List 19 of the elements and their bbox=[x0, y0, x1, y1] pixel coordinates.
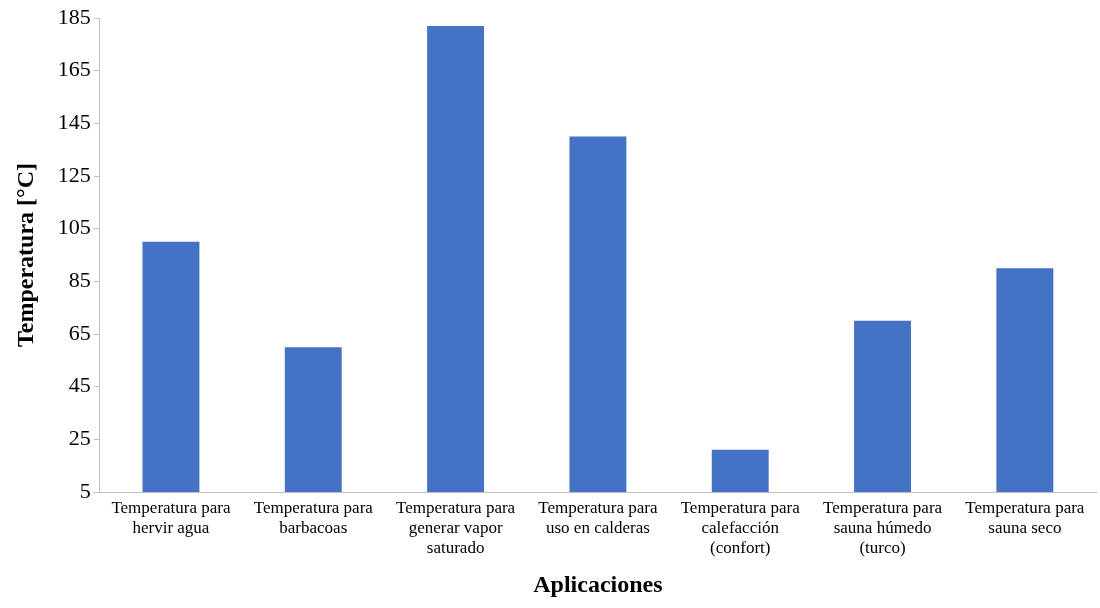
y-tick-label: 85 bbox=[68, 267, 91, 293]
x-axis-title: Aplicaciones bbox=[533, 570, 663, 597]
y-tick-label: 105 bbox=[57, 214, 91, 240]
y-tick-label: 25 bbox=[68, 425, 91, 451]
y-tick-label: 185 bbox=[57, 3, 91, 29]
x-tick-label: Temperatura para hervir agua bbox=[111, 497, 231, 538]
y-tick-label: 65 bbox=[68, 319, 91, 345]
y-tick-label: 165 bbox=[57, 56, 91, 82]
x-tick-label: Temperatura para uso en calderas bbox=[538, 497, 658, 538]
x-tick-label: Temperatura para sauna húmedo (turco) bbox=[822, 497, 943, 558]
y-tick-label: 125 bbox=[57, 161, 91, 187]
y-axis-title: Temperatura [°C] bbox=[11, 162, 38, 348]
x-tick-label: Temperatura para calefacción (confort) bbox=[680, 497, 801, 558]
y-tick-label: 145 bbox=[57, 109, 91, 135]
x-tick-label: Temperatura para generar vapor saturado bbox=[396, 497, 516, 558]
y-tick-label: 45 bbox=[68, 372, 91, 398]
y-tick-label: 5 bbox=[79, 477, 91, 503]
x-tick-label: Temperatura para sauna seco bbox=[965, 497, 1085, 538]
x-tick-label: Temperatura para barbacoas bbox=[253, 497, 374, 538]
